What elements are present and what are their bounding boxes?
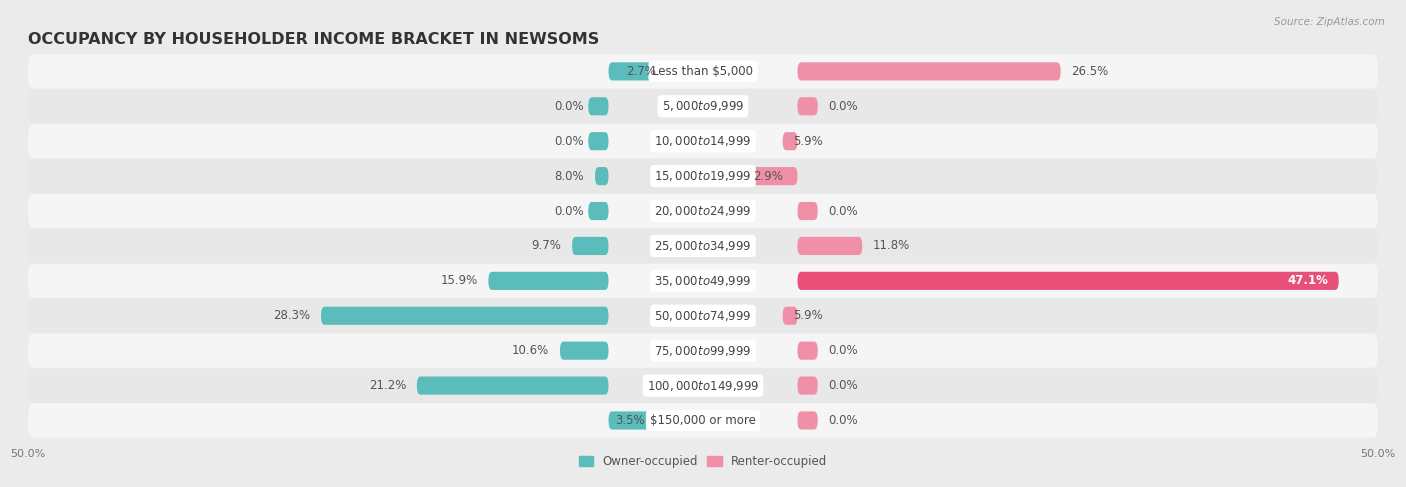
FancyBboxPatch shape	[595, 167, 609, 185]
FancyBboxPatch shape	[797, 412, 818, 430]
Text: 9.7%: 9.7%	[531, 240, 561, 252]
FancyBboxPatch shape	[588, 202, 609, 220]
Text: $15,000 to $19,999: $15,000 to $19,999	[654, 169, 752, 183]
Text: 0.0%: 0.0%	[554, 135, 585, 148]
FancyBboxPatch shape	[572, 237, 609, 255]
FancyBboxPatch shape	[797, 272, 1339, 290]
Text: 0.0%: 0.0%	[554, 205, 585, 218]
FancyBboxPatch shape	[28, 229, 1378, 263]
Legend: Owner-occupied, Renter-occupied: Owner-occupied, Renter-occupied	[574, 450, 832, 473]
Text: 2.9%: 2.9%	[754, 169, 783, 183]
Text: $50,000 to $74,999: $50,000 to $74,999	[654, 309, 752, 323]
FancyBboxPatch shape	[797, 202, 818, 220]
Text: 15.9%: 15.9%	[440, 274, 478, 287]
FancyBboxPatch shape	[783, 132, 797, 150]
FancyBboxPatch shape	[28, 54, 1378, 89]
Text: 2.7%: 2.7%	[626, 65, 655, 78]
Text: 0.0%: 0.0%	[828, 379, 858, 392]
FancyBboxPatch shape	[28, 299, 1378, 333]
Text: Source: ZipAtlas.com: Source: ZipAtlas.com	[1274, 17, 1385, 27]
FancyBboxPatch shape	[28, 159, 1378, 193]
FancyBboxPatch shape	[797, 62, 1060, 80]
FancyBboxPatch shape	[28, 264, 1378, 298]
FancyBboxPatch shape	[783, 307, 797, 325]
Text: $25,000 to $34,999: $25,000 to $34,999	[654, 239, 752, 253]
Text: 21.2%: 21.2%	[368, 379, 406, 392]
FancyBboxPatch shape	[609, 412, 655, 430]
FancyBboxPatch shape	[797, 237, 862, 255]
Text: $10,000 to $14,999: $10,000 to $14,999	[654, 134, 752, 148]
Text: 0.0%: 0.0%	[828, 414, 858, 427]
FancyBboxPatch shape	[488, 272, 609, 290]
FancyBboxPatch shape	[797, 341, 818, 360]
FancyBboxPatch shape	[742, 167, 797, 185]
Text: 26.5%: 26.5%	[1071, 65, 1109, 78]
Text: 3.5%: 3.5%	[616, 414, 645, 427]
FancyBboxPatch shape	[609, 62, 666, 80]
FancyBboxPatch shape	[28, 403, 1378, 438]
FancyBboxPatch shape	[797, 376, 818, 394]
Text: $150,000 or more: $150,000 or more	[650, 414, 756, 427]
Text: $100,000 to $149,999: $100,000 to $149,999	[647, 378, 759, 393]
Text: $20,000 to $24,999: $20,000 to $24,999	[654, 204, 752, 218]
Text: 0.0%: 0.0%	[828, 100, 858, 113]
Text: $35,000 to $49,999: $35,000 to $49,999	[654, 274, 752, 288]
Text: 0.0%: 0.0%	[828, 344, 858, 357]
Text: OCCUPANCY BY HOUSEHOLDER INCOME BRACKET IN NEWSOMS: OCCUPANCY BY HOUSEHOLDER INCOME BRACKET …	[28, 32, 599, 47]
Text: 5.9%: 5.9%	[793, 309, 823, 322]
Text: 8.0%: 8.0%	[554, 169, 585, 183]
Text: 28.3%: 28.3%	[273, 309, 311, 322]
FancyBboxPatch shape	[28, 369, 1378, 403]
Text: $5,000 to $9,999: $5,000 to $9,999	[662, 99, 744, 113]
FancyBboxPatch shape	[321, 307, 609, 325]
FancyBboxPatch shape	[588, 132, 609, 150]
FancyBboxPatch shape	[28, 194, 1378, 228]
Text: 5.9%: 5.9%	[793, 135, 823, 148]
Text: Less than $5,000: Less than $5,000	[652, 65, 754, 78]
FancyBboxPatch shape	[560, 341, 609, 360]
Text: 0.0%: 0.0%	[828, 205, 858, 218]
Text: 10.6%: 10.6%	[512, 344, 550, 357]
Text: 0.0%: 0.0%	[554, 100, 585, 113]
FancyBboxPatch shape	[28, 89, 1378, 123]
FancyBboxPatch shape	[797, 97, 818, 115]
FancyBboxPatch shape	[28, 334, 1378, 368]
Text: $75,000 to $99,999: $75,000 to $99,999	[654, 344, 752, 357]
FancyBboxPatch shape	[416, 376, 609, 394]
FancyBboxPatch shape	[28, 124, 1378, 158]
Text: 47.1%: 47.1%	[1286, 274, 1327, 287]
FancyBboxPatch shape	[588, 97, 609, 115]
Text: 11.8%: 11.8%	[873, 240, 910, 252]
